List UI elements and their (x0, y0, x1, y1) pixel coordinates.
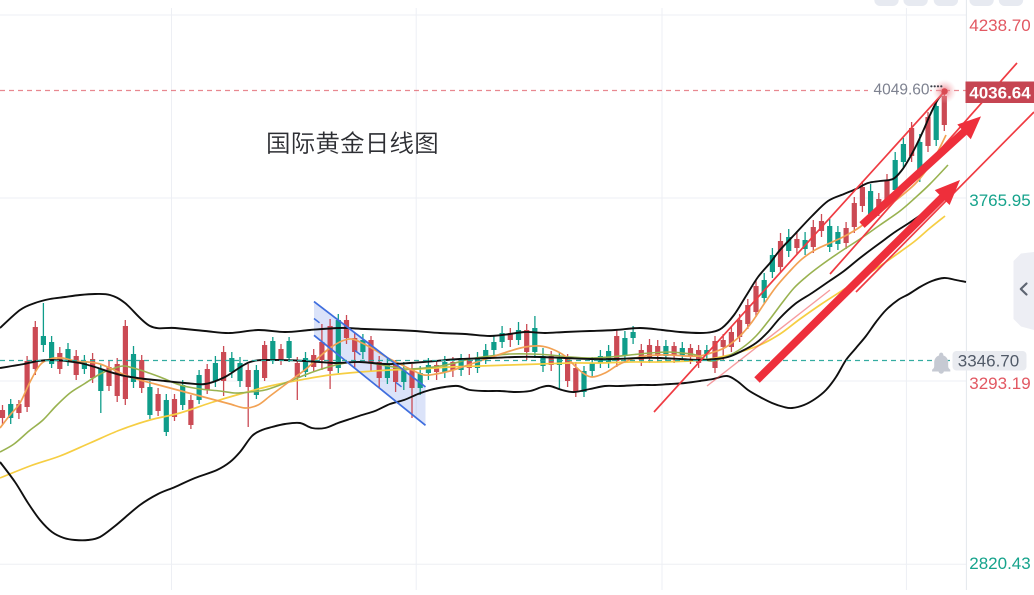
svg-text:4036.64: 4036.64 (969, 84, 1031, 103)
svg-text:3346.70: 3346.70 (958, 352, 1019, 371)
svg-text:4238.70: 4238.70 (969, 16, 1030, 35)
svg-text:3293.19: 3293.19 (969, 374, 1030, 393)
svg-text:2820.43: 2820.43 (969, 554, 1030, 573)
svg-text:3765.95: 3765.95 (969, 191, 1030, 210)
svg-text:4049.60: 4049.60 (873, 82, 929, 99)
